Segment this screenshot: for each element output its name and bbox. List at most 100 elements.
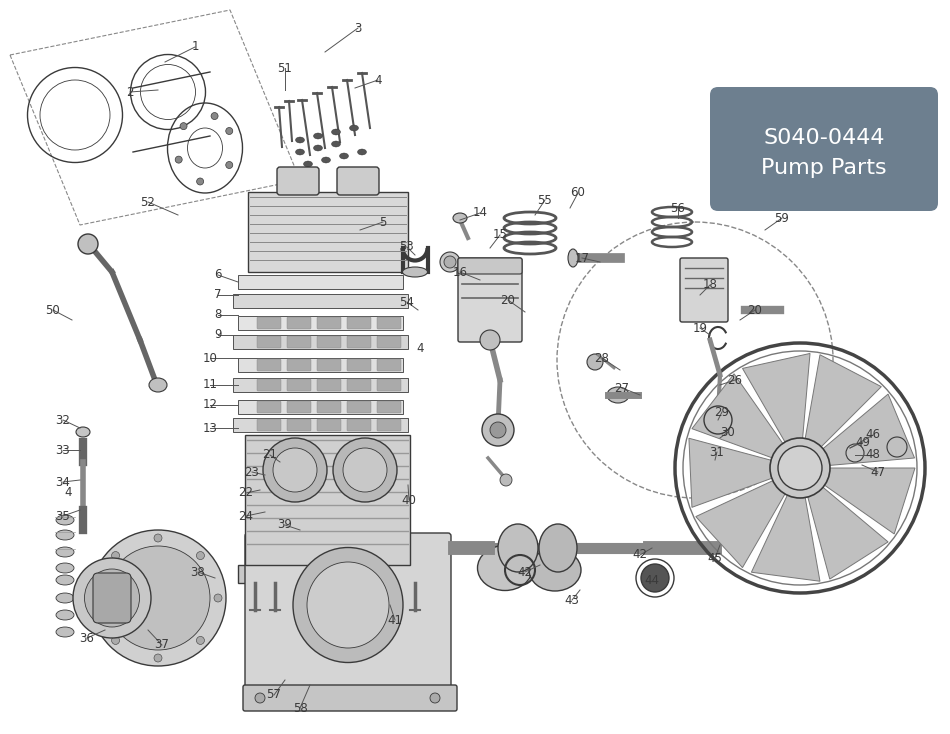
Text: 17: 17 [575,252,590,264]
Ellipse shape [149,378,167,392]
Ellipse shape [440,252,460,272]
Polygon shape [689,438,771,507]
FancyBboxPatch shape [458,258,522,274]
Text: 16: 16 [452,266,467,278]
Text: 26: 26 [728,374,743,387]
Ellipse shape [85,569,140,627]
FancyBboxPatch shape [347,419,371,431]
Text: 4: 4 [374,73,382,87]
FancyBboxPatch shape [377,419,401,431]
FancyBboxPatch shape [710,87,938,211]
Text: 44: 44 [644,573,659,586]
Ellipse shape [56,575,74,585]
Polygon shape [743,354,810,442]
Text: 9: 9 [215,329,221,341]
Ellipse shape [56,627,74,637]
Text: 7: 7 [215,288,221,302]
FancyBboxPatch shape [238,275,403,289]
Text: 39: 39 [277,518,293,531]
Text: 34: 34 [55,476,70,489]
Circle shape [482,414,514,446]
FancyBboxPatch shape [287,401,311,413]
Ellipse shape [56,593,74,603]
Circle shape [778,446,822,490]
Ellipse shape [339,153,349,159]
Text: 46: 46 [865,429,881,441]
FancyBboxPatch shape [233,378,408,392]
Polygon shape [823,394,915,465]
Ellipse shape [307,562,389,648]
Text: 40: 40 [402,493,416,506]
FancyBboxPatch shape [317,379,341,391]
Circle shape [90,530,226,666]
Text: 49: 49 [856,435,870,448]
Circle shape [490,422,506,438]
Circle shape [273,448,317,492]
Text: 35: 35 [56,509,70,523]
Text: 57: 57 [267,688,281,702]
Circle shape [255,693,265,703]
Circle shape [214,594,222,602]
Text: 19: 19 [693,321,708,335]
Text: 53: 53 [400,241,414,253]
FancyBboxPatch shape [287,317,311,329]
FancyBboxPatch shape [347,359,371,371]
Ellipse shape [303,161,313,167]
Text: 22: 22 [238,487,254,500]
Ellipse shape [321,157,331,163]
FancyBboxPatch shape [287,359,311,371]
Ellipse shape [350,125,358,131]
Ellipse shape [357,149,367,155]
Circle shape [343,448,387,492]
FancyBboxPatch shape [243,685,457,711]
FancyBboxPatch shape [317,419,341,431]
FancyBboxPatch shape [377,336,401,348]
FancyBboxPatch shape [287,336,311,348]
Ellipse shape [478,545,533,590]
Text: 13: 13 [202,421,218,435]
Ellipse shape [293,548,403,663]
Text: 14: 14 [472,206,487,219]
Text: 51: 51 [277,62,293,74]
Ellipse shape [568,249,578,267]
Ellipse shape [444,256,456,268]
FancyBboxPatch shape [347,336,371,348]
Text: 28: 28 [595,352,610,365]
Circle shape [180,123,187,130]
Circle shape [587,354,603,370]
Circle shape [226,161,233,169]
Text: 42: 42 [633,548,648,562]
Circle shape [154,534,162,542]
Ellipse shape [641,564,669,592]
Polygon shape [695,481,785,567]
Ellipse shape [76,427,90,437]
Text: 52: 52 [141,195,156,208]
Text: 42: 42 [518,565,533,578]
Text: Pump Parts: Pump Parts [761,158,886,178]
Circle shape [106,546,210,650]
FancyBboxPatch shape [377,379,401,391]
Ellipse shape [295,137,305,143]
FancyBboxPatch shape [287,379,311,391]
Circle shape [78,234,98,254]
Text: 50: 50 [46,303,61,316]
FancyBboxPatch shape [257,419,281,431]
Text: 24: 24 [238,509,254,523]
Text: 5: 5 [379,216,387,228]
Text: 4: 4 [65,487,72,500]
Text: 2: 2 [126,85,134,98]
FancyBboxPatch shape [233,294,408,308]
Ellipse shape [56,530,74,540]
Text: 10: 10 [202,352,218,365]
Polygon shape [806,355,882,447]
Text: 12: 12 [202,399,218,412]
Text: 18: 18 [703,278,717,291]
Text: 45: 45 [708,551,722,564]
FancyBboxPatch shape [93,573,131,623]
Text: 11: 11 [202,379,218,391]
FancyBboxPatch shape [377,359,401,371]
Text: 56: 56 [671,202,686,214]
FancyBboxPatch shape [257,379,281,391]
Circle shape [111,551,120,559]
Text: 41: 41 [388,614,403,627]
